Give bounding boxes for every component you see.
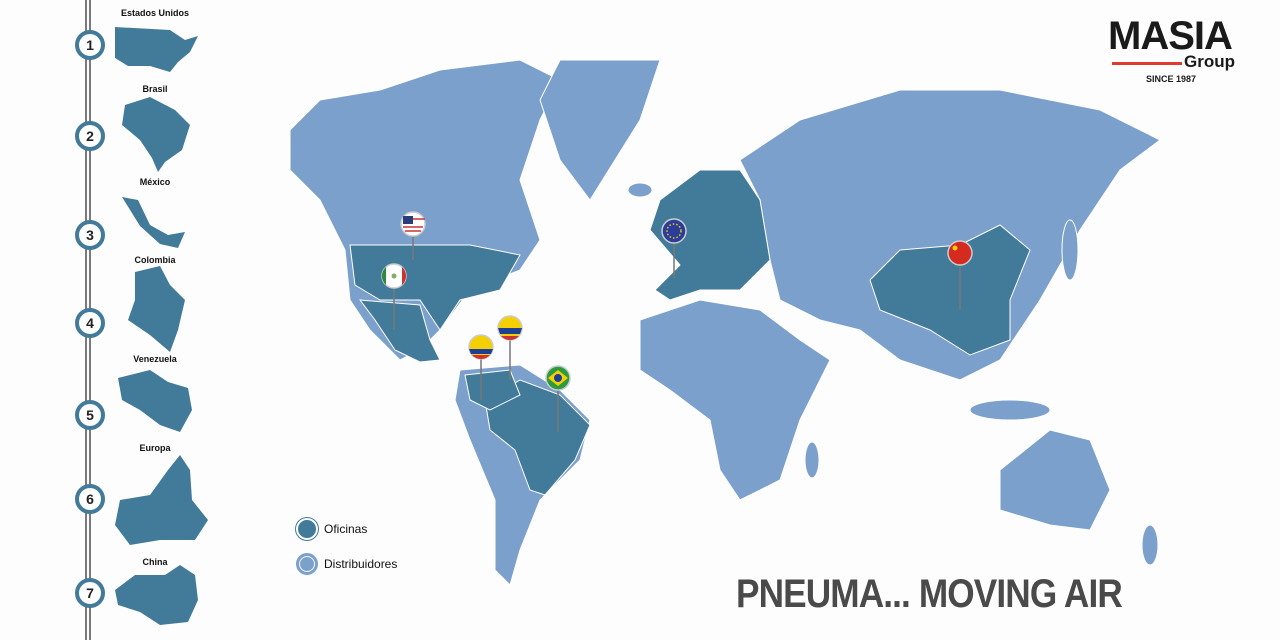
label-china: China (142, 557, 168, 567)
new-zealand (1141, 524, 1159, 566)
country-silhouettes (115, 27, 208, 625)
step-7: 7 (75, 578, 105, 608)
step-4: 4 (75, 308, 105, 338)
greenland (539, 59, 661, 201)
legend-oficinas-label: Oficinas (324, 522, 368, 536)
venezuela-silhouette (118, 370, 192, 432)
logo-sub: Group (1184, 52, 1235, 71)
step-2: 2 (75, 121, 105, 151)
europe-silhouette (115, 455, 208, 545)
mexico-silhouette (122, 197, 185, 248)
label-venezuela: Venezuela (133, 354, 177, 364)
australia (999, 429, 1111, 531)
slogan: PNEUMA... MOVING AIR (736, 572, 1123, 616)
legend-oficinas: Oficinas (296, 518, 367, 540)
colombia-venezuela-region (464, 369, 521, 411)
label-brasil: Brasil (142, 84, 168, 94)
japan (1061, 219, 1079, 281)
masia-group-logo: MASIA Group SINCE 1987 (1108, 14, 1248, 84)
iceland (627, 182, 653, 198)
colombia-flag-icon (468, 334, 494, 360)
logo-since: SINCE 1987 (1146, 74, 1197, 84)
usa-silhouette (115, 27, 198, 72)
brazil-silhouette (122, 97, 190, 172)
china-flag-icon (947, 240, 973, 266)
step-6: 6 (75, 484, 105, 514)
legend-distribuidores: Distribuidores (296, 553, 397, 575)
label-colombia: Colombia (134, 255, 176, 265)
distribuidores-swatch (296, 553, 318, 575)
mexico-flag-icon (381, 263, 407, 289)
eu-flag-icon (661, 218, 687, 244)
china-silhouette (115, 565, 198, 625)
europe-region (649, 169, 771, 301)
label-mexico: México (139, 177, 171, 187)
label-europa: Europa (139, 443, 171, 453)
colombia-silhouette (128, 266, 185, 352)
indonesia (969, 399, 1051, 421)
legend-distribuidores-label: Distribuidores (324, 557, 398, 571)
usa-flag-icon (400, 211, 426, 237)
asia (739, 89, 1161, 381)
brazil-region (484, 379, 591, 496)
north-america (289, 59, 561, 361)
logo-name: MASIA (1108, 14, 1233, 58)
madagascar (804, 441, 820, 479)
step-3: 3 (75, 220, 105, 250)
step-1: 1 (75, 30, 105, 60)
mexico-region (358, 299, 441, 363)
label-usa: Estados Unidos (120, 8, 189, 18)
oficinas-swatch (296, 518, 318, 540)
logo-accent-line (1112, 62, 1182, 65)
step-5: 5 (75, 400, 105, 430)
china-region (869, 224, 1031, 356)
brazil-flag-icon (545, 365, 571, 391)
africa (639, 299, 831, 501)
venezuela-flag-icon (497, 315, 523, 341)
